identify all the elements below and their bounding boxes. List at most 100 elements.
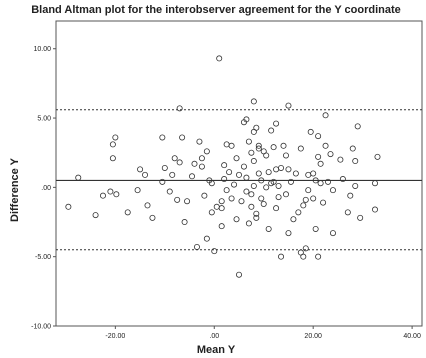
data-point bbox=[263, 184, 270, 191]
data-point bbox=[250, 182, 257, 189]
data-point bbox=[250, 98, 257, 105]
y-tick-label: -5.00 bbox=[35, 254, 51, 261]
data-point bbox=[347, 192, 354, 199]
data-point bbox=[300, 253, 307, 260]
data-point bbox=[344, 209, 351, 216]
data-point bbox=[124, 209, 131, 216]
data-point bbox=[208, 180, 215, 187]
data-point bbox=[231, 181, 238, 188]
data-point bbox=[134, 187, 141, 194]
plot-frame bbox=[55, 20, 423, 327]
data-point bbox=[112, 134, 119, 141]
data-point bbox=[216, 55, 223, 62]
data-point bbox=[349, 145, 356, 152]
data-point bbox=[275, 194, 282, 201]
data-point bbox=[329, 187, 336, 194]
data-point bbox=[169, 171, 176, 178]
data-point bbox=[302, 245, 309, 252]
data-point bbox=[211, 248, 218, 255]
data-point bbox=[142, 171, 149, 178]
data-point bbox=[278, 253, 285, 260]
data-point bbox=[278, 164, 285, 171]
data-point bbox=[322, 142, 329, 149]
data-point bbox=[265, 169, 272, 176]
data-point bbox=[282, 152, 289, 159]
data-point bbox=[191, 160, 198, 167]
data-point bbox=[181, 219, 188, 226]
data-point bbox=[238, 198, 245, 205]
data-point bbox=[268, 127, 275, 134]
y-axis-label: Difference Y bbox=[9, 157, 21, 222]
data-point bbox=[201, 192, 208, 199]
data-point bbox=[109, 141, 116, 148]
data-point bbox=[174, 196, 181, 203]
data-point bbox=[228, 195, 235, 202]
data-point bbox=[223, 141, 230, 148]
x-axis-label: Mean Y bbox=[197, 344, 236, 356]
data-point bbox=[233, 155, 240, 162]
data-point bbox=[280, 142, 287, 149]
data-point bbox=[184, 198, 191, 205]
data-point bbox=[161, 164, 168, 171]
data-point bbox=[176, 159, 183, 166]
data-point bbox=[243, 116, 250, 123]
data-point bbox=[290, 216, 297, 223]
data-point bbox=[320, 199, 327, 206]
reference-lines bbox=[56, 109, 422, 251]
data-point bbox=[255, 142, 262, 149]
data-point bbox=[273, 205, 280, 212]
data-point bbox=[159, 134, 166, 141]
data-point bbox=[253, 210, 260, 217]
data-point bbox=[374, 153, 381, 160]
data-point bbox=[329, 230, 336, 237]
data-point bbox=[253, 214, 260, 221]
data-point bbox=[65, 203, 72, 210]
data-point bbox=[354, 123, 361, 130]
x-tick-label: .00 bbox=[209, 333, 219, 340]
data-point bbox=[287, 178, 294, 185]
data-point bbox=[107, 188, 114, 195]
data-point bbox=[109, 155, 116, 162]
data-point bbox=[218, 198, 225, 205]
data-point bbox=[218, 205, 225, 212]
x-tick-label: 20.00 bbox=[304, 333, 322, 340]
data-point bbox=[255, 145, 262, 152]
data-point bbox=[233, 216, 240, 223]
y-tick-label: -10.00 bbox=[31, 324, 51, 331]
x-axis-ticks: -20.00 .00 20.00 40.00 bbox=[105, 326, 421, 340]
data-point bbox=[265, 225, 272, 232]
data-point bbox=[149, 214, 156, 221]
data-point bbox=[273, 120, 280, 127]
data-point bbox=[243, 188, 250, 195]
data-point bbox=[310, 170, 317, 177]
data-point bbox=[357, 214, 364, 221]
data-point bbox=[243, 174, 250, 181]
data-point bbox=[312, 225, 319, 232]
data-point bbox=[339, 176, 346, 183]
data-point bbox=[372, 206, 379, 213]
data-point bbox=[198, 163, 205, 170]
data-point bbox=[240, 163, 247, 170]
data-point bbox=[75, 174, 82, 181]
data-point bbox=[310, 195, 317, 202]
data-point bbox=[322, 112, 329, 119]
data-point bbox=[317, 180, 324, 187]
data-point bbox=[218, 223, 225, 230]
data-point bbox=[113, 191, 120, 198]
data-point bbox=[226, 169, 233, 176]
data-point bbox=[189, 173, 196, 180]
data-point bbox=[235, 271, 242, 278]
data-point bbox=[305, 187, 312, 194]
data-point bbox=[196, 138, 203, 145]
data-point bbox=[245, 220, 252, 227]
data-point bbox=[312, 177, 319, 184]
data-point bbox=[302, 196, 309, 203]
data-point bbox=[213, 203, 220, 210]
data-point bbox=[255, 170, 262, 177]
data-point bbox=[263, 152, 270, 159]
data-point bbox=[223, 187, 230, 194]
y-tick-label: 5.00 bbox=[37, 116, 51, 123]
data-point bbox=[92, 212, 99, 219]
data-point bbox=[285, 166, 292, 173]
